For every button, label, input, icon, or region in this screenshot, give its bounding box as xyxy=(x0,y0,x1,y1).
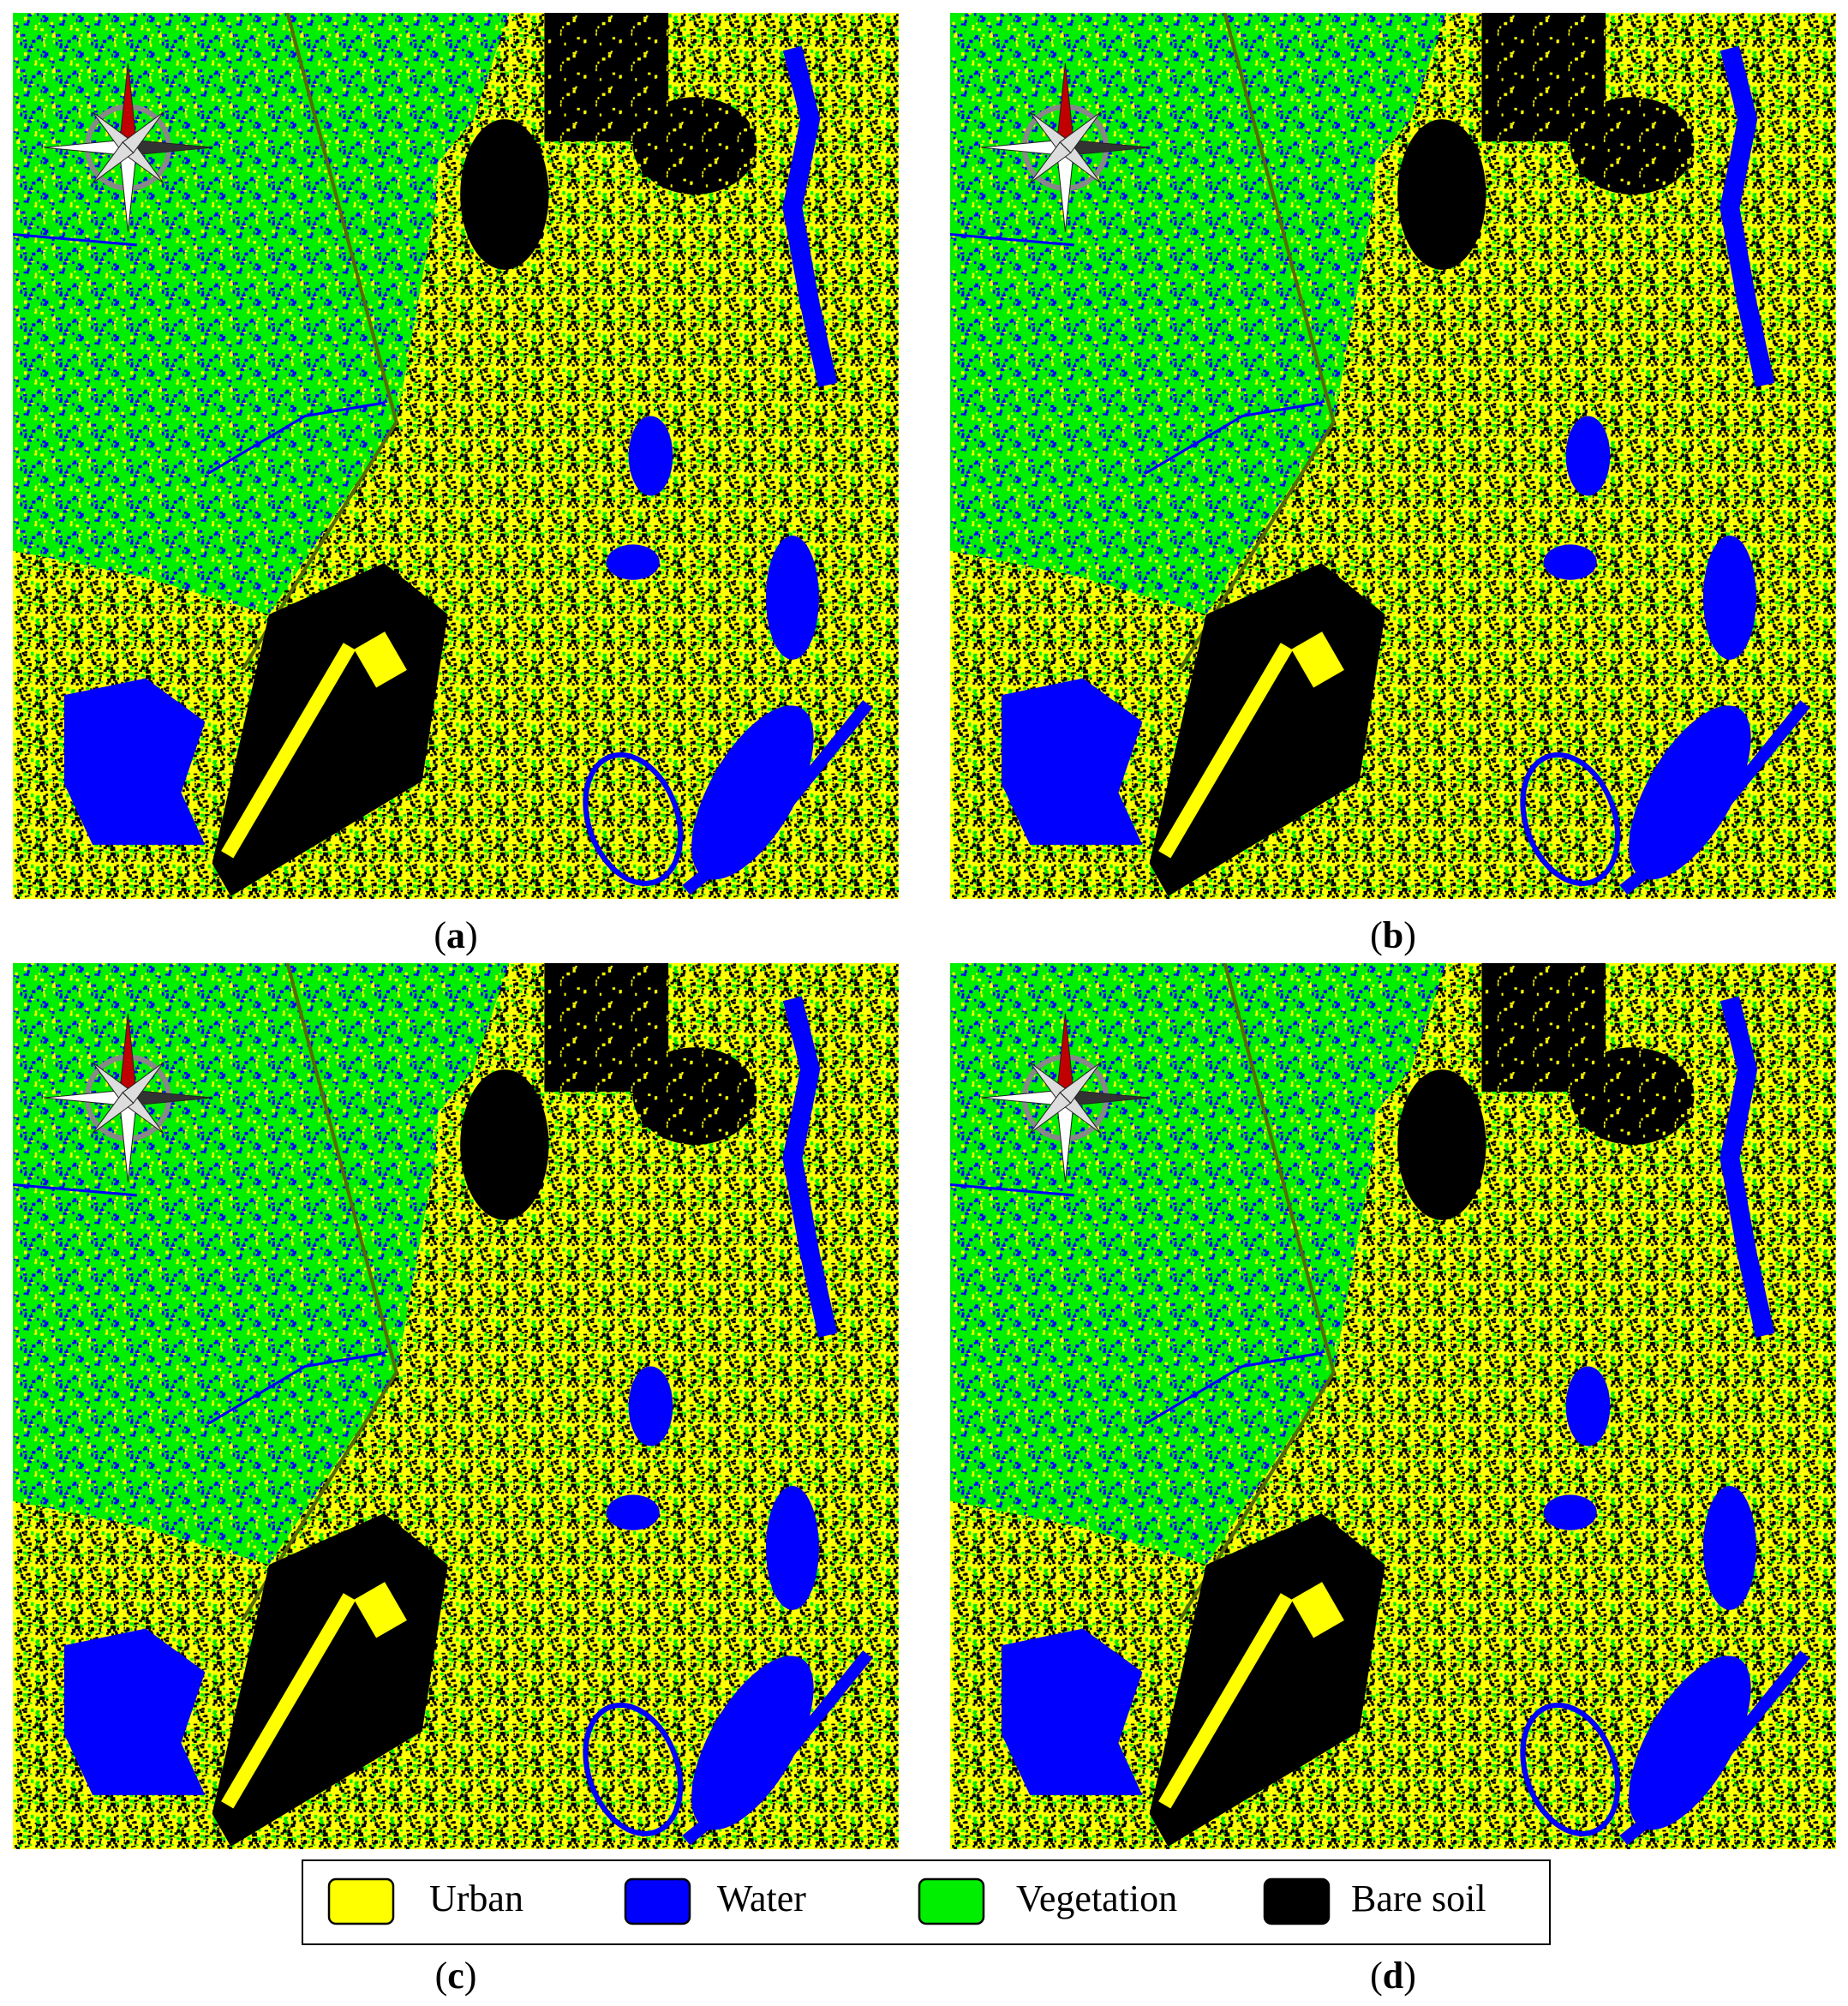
water-area xyxy=(606,1494,660,1530)
vegetation-area xyxy=(1366,13,1447,173)
road xyxy=(1179,13,1336,670)
compass xyxy=(981,63,1150,232)
panel-label: (a) xyxy=(434,914,477,956)
panel-label: (b) xyxy=(1370,914,1416,956)
river xyxy=(682,699,873,895)
road xyxy=(242,963,398,1620)
bare-soil xyxy=(632,1047,757,1145)
stream xyxy=(206,1351,386,1426)
runway-apron xyxy=(1291,1582,1344,1638)
legend-swatch xyxy=(327,1877,395,1925)
lake xyxy=(1629,705,1751,880)
compass xyxy=(981,1013,1150,1183)
lake-ring xyxy=(583,752,684,887)
runway xyxy=(221,1593,356,1809)
water-area xyxy=(1543,544,1597,580)
legend-label: Urban xyxy=(429,1877,523,1919)
legend-swatch xyxy=(918,1877,985,1925)
lake-ring xyxy=(1520,752,1621,887)
stream xyxy=(950,1183,1074,1197)
runway xyxy=(221,643,356,859)
bare-soil xyxy=(1570,1047,1695,1145)
river xyxy=(782,996,838,1338)
river xyxy=(1719,996,1775,1338)
legend-label: Vegetation xyxy=(1016,1877,1177,1919)
vegetation-area xyxy=(1366,963,1447,1123)
legend-label: Bare soil xyxy=(1351,1877,1486,1919)
stream xyxy=(1144,1351,1323,1426)
stream xyxy=(13,1183,137,1197)
lake-ring xyxy=(583,1702,684,1837)
panel-label: (c) xyxy=(435,1955,477,1997)
water-area xyxy=(63,1628,206,1795)
river xyxy=(782,45,838,387)
legend-swatch xyxy=(624,1877,691,1925)
compass xyxy=(44,1013,212,1183)
lake-ring xyxy=(1520,1702,1621,1837)
lake xyxy=(1629,1656,1751,1830)
lake xyxy=(691,705,814,880)
lake xyxy=(765,536,819,660)
runway xyxy=(1158,1593,1294,1809)
bare-soil xyxy=(460,119,549,270)
bare-soil xyxy=(1397,119,1486,270)
legend-label: Water xyxy=(717,1877,806,1919)
water-area xyxy=(606,544,660,580)
map-panel xyxy=(13,963,899,1849)
water-area xyxy=(63,678,206,845)
legend: Urban Water Vegetation Bare soil xyxy=(302,1859,1551,1945)
compass xyxy=(44,63,212,232)
river xyxy=(1619,1650,1810,1846)
bare-soil xyxy=(460,1069,549,1220)
water-area xyxy=(1565,1366,1611,1446)
runway-apron xyxy=(1291,632,1344,688)
river xyxy=(682,1650,873,1846)
map-panel xyxy=(950,13,1836,899)
runway-apron xyxy=(354,1582,407,1638)
compass-point xyxy=(92,141,135,183)
legend-swatch xyxy=(1263,1877,1331,1925)
water-area xyxy=(1543,1494,1597,1530)
vegetation-area xyxy=(428,13,510,173)
water-area xyxy=(1001,1628,1143,1795)
stream xyxy=(950,232,1074,247)
stream xyxy=(206,401,386,476)
lake xyxy=(765,1486,819,1610)
bare-soil xyxy=(1397,1069,1486,1220)
road xyxy=(242,13,398,670)
lake xyxy=(1702,536,1756,660)
bare-soil xyxy=(632,97,757,195)
compass-point xyxy=(1029,1092,1072,1134)
compass-point xyxy=(92,1092,135,1134)
panel-label: (d) xyxy=(1370,1955,1416,1997)
water-area xyxy=(1001,678,1143,845)
vegetation-area xyxy=(428,963,510,1123)
map-panel xyxy=(13,13,899,899)
compass-point xyxy=(1029,141,1072,183)
runway-apron xyxy=(354,632,407,688)
stream xyxy=(13,232,137,247)
lake xyxy=(1702,1486,1756,1610)
runway xyxy=(1158,643,1294,859)
bare-soil xyxy=(1570,97,1695,195)
water-area xyxy=(628,1366,673,1446)
map-panel xyxy=(950,963,1836,1849)
river xyxy=(1619,699,1810,895)
river xyxy=(1719,45,1775,387)
stream xyxy=(1144,401,1323,476)
lake xyxy=(691,1656,814,1830)
water-area xyxy=(628,416,673,496)
water-area xyxy=(1565,416,1611,496)
road xyxy=(1179,963,1336,1620)
